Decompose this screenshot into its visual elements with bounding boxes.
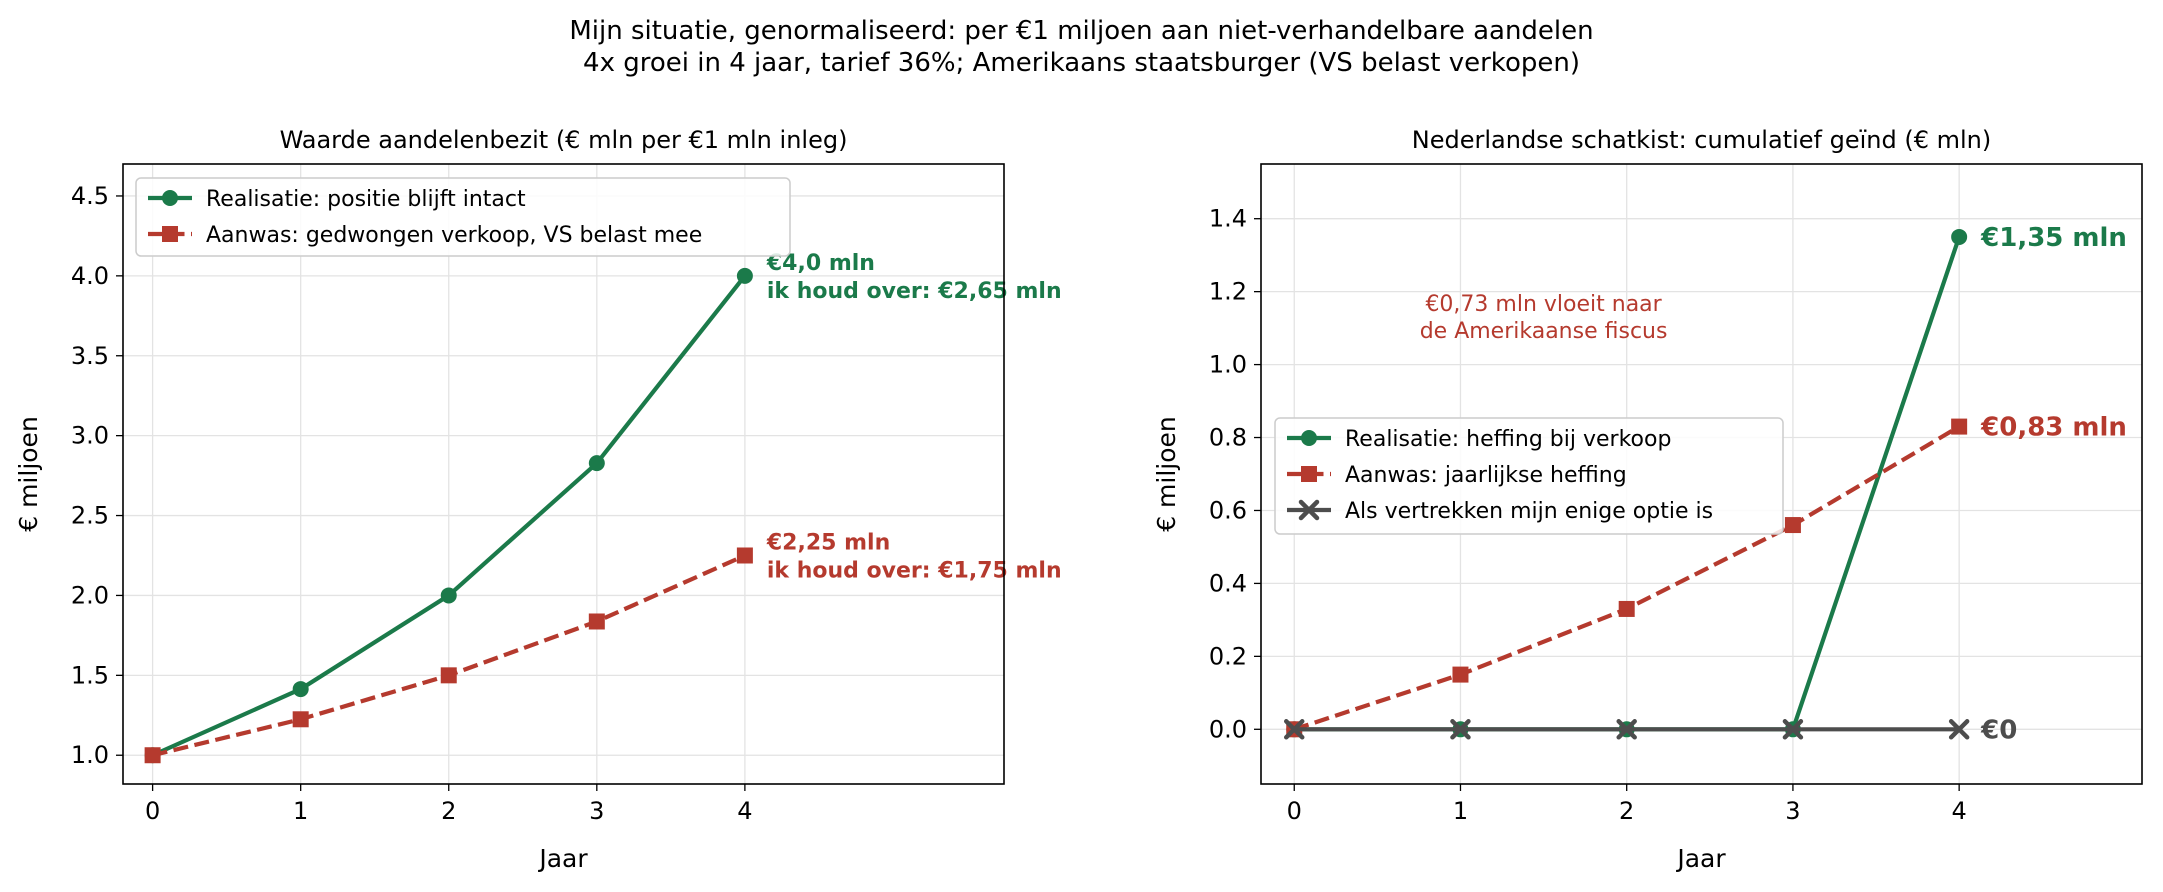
legend-item: Realisatie: positie blijft intact — [148, 187, 526, 212]
series-als-vertrekken-mijn-enige-optie-is — [1284, 719, 1970, 740]
legend-label: Realisatie: heffing bij verkoop — [1345, 427, 1671, 452]
x-axis-label: Jaar — [1675, 844, 1726, 873]
end-value-label: €0,83 mln — [1980, 413, 2127, 443]
x-tick-label: 4 — [1952, 797, 1967, 825]
right-panel-treasury-chart: 0 1 2 3 4 0.0 0.2 0.4 0.6 0.8 1.0 1.2 1.4 €1,35 mln €0… — [1152, 126, 2143, 873]
chart-title: Waarde aandelenbezit (€ mln per €1 mln i… — [280, 126, 848, 154]
data-point — [292, 681, 309, 698]
x-tick-label: 2 — [1619, 797, 1634, 825]
legend-box — [135, 177, 791, 257]
data-point — [1784, 517, 1801, 534]
y-tick-label: 3.0 — [71, 422, 109, 450]
legend-swatch-marker — [1301, 430, 1317, 446]
annotation-label: €2,25 mln ik houd over: €1,75 mln — [766, 530, 1062, 583]
x-tick-label: 0 — [1287, 797, 1302, 825]
chart-title: Nederlandse schatkist: cumulatief geïnd … — [1412, 126, 1991, 154]
x-tick-label: 3 — [1785, 797, 1800, 825]
legend-box — [1274, 417, 1784, 535]
y-tick-label: 2.0 — [71, 581, 109, 609]
data-point — [440, 667, 457, 684]
y-tick-label: 0.0 — [1209, 715, 1247, 743]
y-tick-label: 1.4 — [1209, 205, 1247, 233]
y-tick-label: 0.8 — [1209, 424, 1247, 452]
legend: Realisatie: positie blijft intact Aanwas:… — [135, 177, 791, 257]
data-point — [588, 455, 605, 472]
y-tick-label: 0.2 — [1209, 642, 1247, 670]
legend-item: Realisatie: heffing bij verkoop — [1287, 427, 1671, 452]
data-point — [144, 747, 161, 764]
x-tick-label: 1 — [293, 797, 308, 825]
data-point — [1284, 719, 1305, 740]
x-tick-label: 0 — [145, 797, 160, 825]
end-value-label: €1,35 mln — [1980, 223, 2127, 253]
data-point — [736, 267, 753, 284]
legend: Realisatie: heffing bij verkoop Aanwas: j… — [1274, 417, 1784, 535]
plot-frame — [1260, 163, 2143, 785]
legend-item: Aanwas: jaarlijkse heffing — [1287, 463, 1627, 488]
y-tick-label: 1.2 — [1209, 278, 1247, 306]
data-point — [1948, 719, 1970, 740]
series-aanwas-gedwongen-verkoop-vs-belast-mee — [144, 547, 753, 764]
end-value-label: €0 — [1980, 715, 2017, 745]
x-tick-label: 3 — [589, 797, 604, 825]
x-axis-label: Jaar — [537, 844, 588, 873]
note-text: €0,73 mln vloeit naar de Amerikaanse fisc… — [1420, 292, 1668, 344]
data-point — [736, 547, 753, 564]
figure-title-line-1: Mijn situatie, genormaliseerd: per €1 mi… — [569, 16, 1594, 46]
data-point — [1616, 719, 1637, 740]
y-tick-label: 1.0 — [71, 741, 109, 769]
legend-label: Aanwas: gedwongen verkoop, VS belast mee — [206, 223, 702, 248]
data-point — [440, 587, 457, 604]
y-axis-label: € miljoen — [14, 416, 43, 532]
y-tick-label: 1.5 — [71, 661, 109, 689]
legend-label: Aanwas: jaarlijkse heffing — [1345, 463, 1627, 488]
annotation-label: €4,0 mln ik houd over: €2,65 mln — [766, 251, 1062, 304]
y-tick-label: 0.4 — [1209, 569, 1247, 597]
plot-frame — [122, 163, 1005, 785]
x-tick-label: 1 — [1453, 797, 1468, 825]
data-point — [1782, 719, 1804, 740]
data-point — [588, 613, 605, 630]
legend-item: Als vertrekken mijn enige optie is — [1287, 499, 1713, 524]
y-tick-label: 4.0 — [71, 262, 109, 290]
y-tick-label: 1.0 — [1209, 351, 1247, 379]
y-axis-label: € miljoen — [1152, 416, 1181, 532]
figure-title-line-2: 4x groei in 4 jaar, tarief 36%; Amerikaa… — [583, 48, 1580, 78]
legend-swatch-marker — [1301, 466, 1317, 482]
legend-item: Aanwas: gedwongen verkoop, VS belast mee — [148, 223, 702, 248]
left-panel-value-chart: 0 1 2 3 4 1.0 1.5 2.0 2.5 3.0 3.5 4.0 4.5 €4,0 mln ik … — [14, 126, 1062, 873]
data-point — [1951, 228, 1968, 245]
legend-swatch-marker — [1298, 499, 1320, 521]
legend-swatch-marker — [162, 226, 178, 242]
data-point — [1450, 719, 1471, 740]
data-point — [1618, 600, 1635, 617]
legend-label: Als vertrekken mijn enige optie is — [1345, 499, 1713, 524]
y-tick-label: 4.5 — [71, 182, 109, 210]
y-tick-label: 3.5 — [71, 342, 109, 370]
x-tick-label: 4 — [737, 797, 752, 825]
data-point — [1452, 666, 1469, 683]
legend-label: Realisatie: positie blijft intact — [206, 187, 526, 212]
y-tick-label: 0.6 — [1209, 496, 1247, 524]
legend-swatch-marker — [162, 190, 178, 206]
y-tick-label: 2.5 — [71, 502, 109, 530]
data-point — [1951, 418, 1968, 435]
x-tick-label: 2 — [441, 797, 456, 825]
data-point — [292, 711, 309, 728]
